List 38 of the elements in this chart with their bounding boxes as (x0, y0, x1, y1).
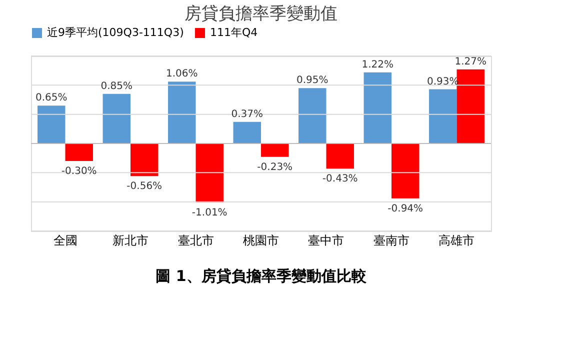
x-tick-label: 臺中市 (308, 234, 344, 248)
bar (364, 72, 392, 144)
x-tick-label: 臺北市 (178, 234, 214, 248)
data-label: -0.23% (257, 162, 293, 173)
data-label: 0.95% (296, 75, 328, 86)
bar (130, 144, 158, 176)
bar (391, 144, 420, 198)
caption: 圖 1、房貸負擔率季變動值比較 (156, 267, 368, 285)
x-tick-label: 臺南市 (373, 234, 410, 248)
data-label: 1.27% (454, 56, 486, 68)
data-label: 0.65% (36, 92, 68, 104)
data-label: 1.06% (166, 68, 198, 80)
bar (298, 88, 326, 144)
legend-label: 近9季平均(109Q3-111Q3) (47, 26, 184, 39)
data-label: -1.01% (192, 207, 228, 218)
data-label: -0.30% (61, 166, 97, 177)
bar (456, 69, 484, 144)
x-tick-label: 新北市 (112, 234, 149, 248)
data-label: 0.85% (100, 80, 133, 92)
data-label: -0.94% (388, 203, 424, 214)
bar (38, 106, 66, 144)
chart-title: 房貸負擔率季變動值 (184, 4, 338, 24)
x-tick-label: 全國 (53, 234, 78, 248)
bar (429, 89, 457, 144)
bar (65, 144, 93, 161)
bar (261, 144, 289, 157)
bar (196, 144, 224, 202)
bar (168, 82, 196, 144)
bar (233, 122, 261, 144)
data-label: -0.43% (322, 174, 358, 185)
legend-label: 111年Q4 (210, 26, 258, 39)
data-label: 1.22% (362, 59, 394, 70)
bar (326, 144, 354, 169)
data-label: -0.56% (126, 181, 162, 192)
x-tick-label: 高雄市 (438, 234, 475, 248)
data-label: 0.37% (231, 108, 264, 120)
bar (102, 94, 131, 144)
x-tick-label: 桃園市 (243, 234, 279, 248)
